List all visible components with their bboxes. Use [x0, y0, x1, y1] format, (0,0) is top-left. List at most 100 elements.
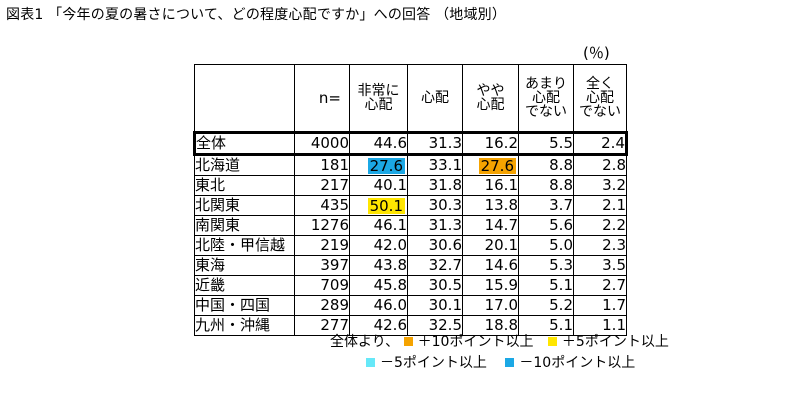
- legend-line-1: 全体より、 ＋10ポイント以上 ＋5ポイント以上: [330, 331, 669, 351]
- cell-n: 181: [294, 153, 350, 176]
- cell-value: 32.5: [407, 315, 463, 336]
- column-header-0: [194, 64, 295, 133]
- cell-value: 3.2: [573, 175, 627, 196]
- cell-value: 31.3: [407, 131, 463, 156]
- cell-value: 44.6: [349, 131, 408, 156]
- cell-value: 8.8: [518, 175, 574, 196]
- legend-line-2: －5ポイント以上 －10ポイント以上: [366, 352, 635, 372]
- cell-value: 50.1: [349, 195, 408, 216]
- cell-value: 14.6: [462, 255, 519, 276]
- column-header-1: n=: [294, 64, 350, 133]
- cell-value: 2.2: [573, 215, 627, 236]
- cell-value: 5.0: [518, 235, 574, 256]
- table-body: 全体 4000 44.6 31.3 16.2 5.5 2.4 北海道 181 27.6 33.1 27…: [193, 131, 628, 336]
- cell-n: 4000: [294, 131, 350, 156]
- highlighted-value: 27.6: [478, 156, 516, 175]
- legend-prefix: 全体より、: [330, 334, 400, 350]
- cell-n: 709: [294, 275, 350, 296]
- cell-value: 2.7: [573, 275, 627, 296]
- table-row: 南関東 1276 46.1 31.3 14.7 5.6 2.2: [194, 215, 627, 236]
- cell-value: 3.7: [518, 195, 574, 216]
- cell-value: 42.0: [349, 235, 408, 256]
- cell-value: 45.8: [349, 275, 408, 296]
- cell-value: 17.0: [462, 295, 519, 316]
- cell-n: 217: [294, 175, 350, 196]
- cell-value: 13.8: [462, 195, 519, 216]
- table-row: 中国・四国 289 46.0 30.1 17.0 5.2 1.7: [194, 295, 627, 316]
- table-row: 九州・沖縄 277 42.6 32.5 18.8 5.1 1.1: [194, 315, 627, 336]
- cell-value: 5.1: [518, 275, 574, 296]
- row-label: 九州・沖縄: [194, 315, 295, 336]
- column-header-5: あまり 心配 でない: [518, 64, 574, 133]
- cell-value: 43.8: [349, 255, 408, 276]
- row-label: 北関東: [194, 195, 295, 216]
- cell-value: 1.7: [573, 295, 627, 316]
- cell-value: 40.1: [349, 175, 408, 196]
- table-row: 北海道 181 27.6 33.1 27.6 8.8 2.8: [194, 153, 627, 176]
- cell-value: 42.6: [349, 315, 408, 336]
- legend-swatch-minus5: [366, 357, 375, 367]
- row-label: 東北: [194, 175, 295, 196]
- legend-label-plus5: ＋5ポイント以上: [561, 334, 669, 350]
- cell-value: 5.3: [518, 255, 574, 276]
- cell-value: 5.2: [518, 295, 574, 316]
- cell-value: 14.7: [462, 215, 519, 236]
- row-label: 東海: [194, 255, 295, 276]
- table-row: 近畿 709 45.8 30.5 15.9 5.1 2.7: [194, 275, 627, 296]
- column-header-3: 心配: [407, 64, 463, 133]
- legend-label-plus10: ＋10ポイント以上: [417, 334, 534, 350]
- cell-value: 30.1: [407, 295, 463, 316]
- cell-value: 18.8: [462, 315, 519, 336]
- cell-value: 30.6: [407, 235, 463, 256]
- row-label: 中国・四国: [194, 295, 295, 316]
- row-label: 北陸・甲信越: [194, 235, 295, 256]
- cell-value: 46.1: [349, 215, 408, 236]
- cell-value: 8.8: [518, 153, 574, 176]
- cell-value: 20.1: [462, 235, 519, 256]
- cell-value: 2.8: [573, 153, 627, 176]
- row-label: 近畿: [194, 275, 295, 296]
- cell-value: 30.5: [407, 275, 463, 296]
- row-label: 全体: [193, 131, 295, 156]
- highlighted-value: 50.1: [367, 196, 405, 215]
- column-header-4: やや 心配: [462, 64, 519, 133]
- cell-value: 31.3: [407, 215, 463, 236]
- legend-item-plus10: ＋10ポイント以上: [403, 334, 538, 350]
- cell-n: 435: [294, 195, 350, 216]
- cell-value: 46.0: [349, 295, 408, 316]
- cell-value: 2.3: [573, 235, 627, 256]
- cell-value: 2.1: [573, 195, 627, 216]
- table-row: 北陸・甲信越 219 42.0 30.6 20.1 5.0 2.3: [194, 235, 627, 256]
- legend-swatch-minus10: [505, 357, 515, 367]
- unit-label: (％): [583, 44, 610, 62]
- cell-value: 5.1: [518, 315, 574, 336]
- row-label: 南関東: [194, 215, 295, 236]
- cell-value: 5.6: [518, 215, 574, 236]
- cell-value: 27.6: [462, 153, 519, 176]
- cell-value: 31.8: [407, 175, 463, 196]
- cell-value: 27.6: [349, 153, 408, 176]
- figure-title: 図表1 「今年の夏の暑さについて、どの程度心配ですか」への回答 （地域別）: [6, 7, 507, 23]
- legend-item-minus5: －5ポイント以上: [366, 355, 491, 371]
- column-header-2: 非常に 心配: [349, 64, 408, 133]
- cell-value: 2.4: [573, 131, 628, 156]
- legend-item-plus5: ＋5ポイント以上: [547, 334, 669, 350]
- legend-swatch-plus10: [403, 336, 413, 346]
- table-row: 東北 217 40.1 31.8 16.1 8.8 3.2: [194, 175, 627, 196]
- cell-n: 1276: [294, 215, 350, 236]
- highlighted-value: 27.6: [367, 156, 405, 175]
- table-row: 北関東 435 50.1 30.3 13.8 3.7 2.1: [194, 195, 627, 216]
- cell-value: 16.1: [462, 175, 519, 196]
- legend-item-minus10: －10ポイント以上: [505, 355, 635, 371]
- row-label: 北海道: [194, 153, 295, 176]
- cell-value: 5.5: [518, 131, 574, 156]
- cell-n: 219: [294, 235, 350, 256]
- cell-value: 16.2: [462, 131, 519, 156]
- data-table: n= 非常に 心配 心配 やや 心配 あまり 心配 でない 全く 心配 でない 全体 4000 44.6 3…: [193, 64, 628, 336]
- cell-value: 3.5: [573, 255, 627, 276]
- legend-label-minus5: －5ポイント以上: [380, 355, 487, 371]
- cell-value: 30.3: [407, 195, 463, 216]
- cell-n: 289: [294, 295, 350, 316]
- column-header-6: 全く 心配 でない: [573, 64, 627, 133]
- cell-n: 397: [294, 255, 350, 276]
